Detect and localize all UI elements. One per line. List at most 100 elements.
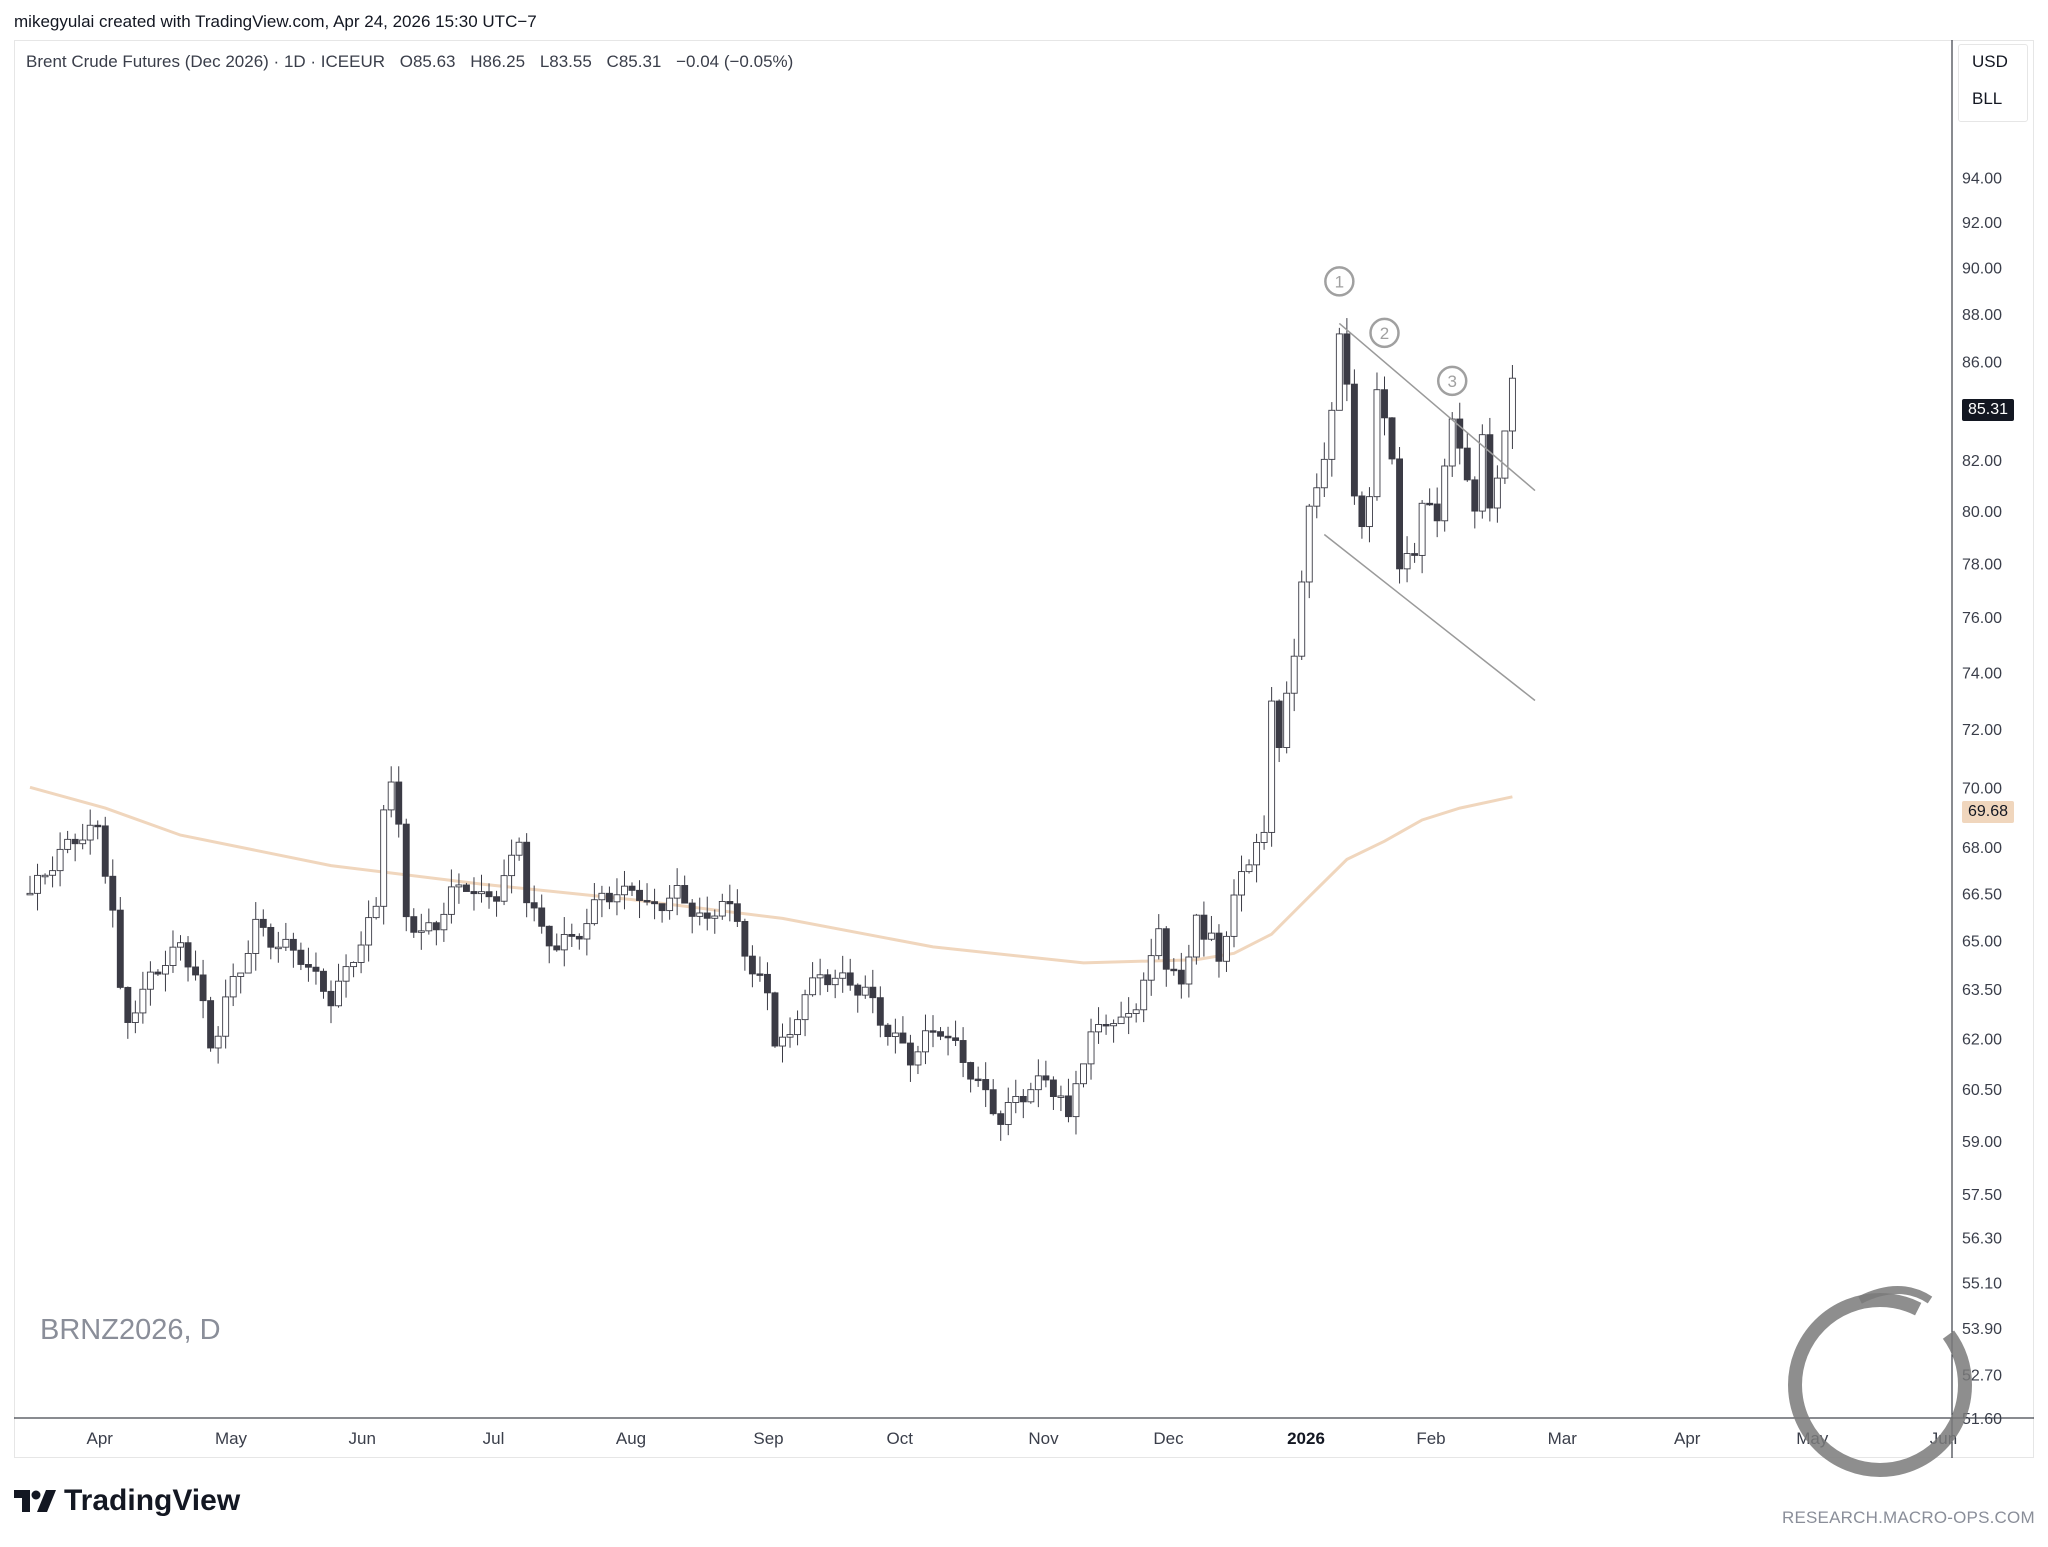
down-candle (297, 949, 305, 965)
x-tick-label: May (215, 1429, 248, 1448)
y-tick-label: 51.60 (1962, 1411, 2002, 1428)
y-tick-label: 74.00 (1962, 665, 2002, 682)
moving-average-line (29, 785, 1513, 965)
up-candle (711, 915, 719, 919)
down-candle (184, 942, 192, 968)
x-tick-label: Feb (1416, 1429, 1445, 1448)
up-candle (1245, 864, 1253, 873)
down-candle (1426, 502, 1434, 506)
up-candle (1080, 1063, 1087, 1085)
x-tick-label: Sep (753, 1429, 783, 1448)
y-tick-label: 76.00 (1962, 610, 2002, 627)
down-candle (116, 909, 124, 988)
up-candle (1012, 1095, 1020, 1103)
up-candle (440, 913, 448, 931)
unit-label[interactable]: BLL (1972, 89, 2003, 108)
down-candle (1381, 389, 1388, 419)
up-candle (779, 1036, 786, 1047)
legend-open: O85.63 (399, 52, 456, 71)
up-candle (365, 917, 373, 946)
down-candle (959, 1040, 967, 1063)
down-candle (207, 1000, 215, 1049)
y-tick-label: 82.00 (1962, 453, 2002, 470)
down-candle (312, 966, 320, 972)
up-candle (1305, 505, 1313, 583)
up-candle (809, 977, 817, 996)
down-candle (1396, 458, 1404, 570)
up-candle (861, 986, 869, 996)
down-candle (154, 971, 162, 975)
down-candle (688, 902, 696, 917)
up-candle (1072, 1083, 1080, 1118)
tradingview-brand[interactable]: TradingView (14, 1484, 240, 1518)
up-candle (387, 781, 395, 811)
up-candle (478, 891, 485, 895)
up-candle (282, 938, 290, 948)
up-candle (839, 972, 847, 979)
down-candle (493, 896, 500, 902)
up-candle (560, 933, 568, 951)
up-candle (244, 953, 252, 974)
up-candle (1493, 477, 1501, 509)
up-candle (34, 874, 41, 894)
down-candle (575, 935, 583, 940)
up-candle (613, 894, 621, 903)
down-candle (101, 825, 109, 877)
up-candle (79, 839, 87, 845)
up-candle (673, 885, 681, 899)
currency-selector[interactable] (1958, 44, 2028, 122)
up-candle (1095, 1024, 1103, 1033)
down-candle (658, 903, 666, 912)
up-candle (1027, 1089, 1035, 1103)
up-candle (222, 996, 230, 1037)
y-tick-label: 88.00 (1962, 307, 2002, 324)
up-candle (417, 930, 425, 933)
up-candle (1223, 935, 1230, 962)
trendline (1323, 533, 1536, 702)
y-tick-label: 65.00 (1962, 934, 2002, 951)
up-candle (801, 994, 809, 1021)
down-candle (899, 1032, 907, 1044)
y-tick-label: 78.00 (1962, 556, 2002, 573)
up-candle (1117, 1016, 1125, 1025)
up-candle (583, 923, 591, 940)
wave-annotation-label: 1 (1335, 272, 1344, 291)
down-candle (124, 986, 132, 1023)
up-candle (49, 870, 57, 876)
up-candle (508, 854, 516, 877)
y-tick-label: 59.00 (1962, 1134, 2002, 1151)
down-candle (1102, 1024, 1110, 1027)
down-candle (71, 838, 79, 845)
symbol-legend: Brent Crude Futures (Dec 2026) · 1D · IC… (26, 52, 803, 72)
x-tick-label: Apr (1674, 1429, 1701, 1448)
up-candle (177, 942, 184, 948)
up-candle (1448, 418, 1456, 467)
y-tick-label: 62.00 (1962, 1031, 2002, 1048)
research-credit[interactable]: RESEARCH.MACRO-OPS.COM (1782, 1508, 2035, 1527)
currency-label[interactable]: USD (1972, 52, 2008, 71)
chart-caption: mikegyulai created with TradingView.com,… (14, 12, 537, 31)
down-candle (568, 933, 576, 937)
up-candle (86, 824, 94, 841)
down-candle (1170, 968, 1178, 972)
legend-low: L83.55 (539, 52, 592, 71)
down-candle (1275, 700, 1283, 748)
y-tick-label: 68.00 (1962, 840, 2002, 857)
down-candle (944, 1035, 952, 1039)
up-candle (696, 912, 704, 917)
down-candle (756, 973, 764, 976)
legend-change: −0.04 (−0.05%) (676, 52, 794, 71)
down-candle (771, 992, 779, 1047)
up-candle (1260, 831, 1268, 843)
down-candle (703, 912, 711, 919)
up-candle (342, 966, 350, 982)
up-candle (914, 1051, 922, 1066)
up-candle (229, 976, 237, 998)
down-candle (876, 997, 884, 1026)
down-candle (553, 945, 561, 951)
up-candle (1125, 1013, 1133, 1018)
up-candle (1110, 1023, 1118, 1027)
up-candle (1034, 1075, 1042, 1091)
up-candle (1335, 333, 1343, 411)
